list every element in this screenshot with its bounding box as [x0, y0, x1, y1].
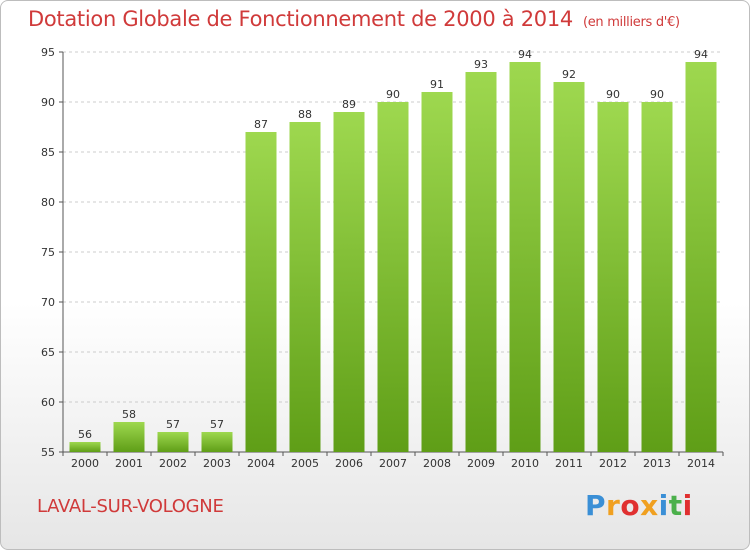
bar-2002	[157, 432, 189, 452]
y-tick-label: 60	[41, 396, 55, 409]
bar-2011	[553, 82, 585, 452]
x-tick-label: 2014	[687, 457, 715, 470]
commune-name: LAVAL-SUR-VOLOGNE	[37, 496, 224, 517]
x-tick-label: 2004	[247, 457, 275, 470]
y-tick-label: 65	[41, 346, 55, 359]
chart-title: Dotation Globale de Fonctionnement de 20…	[28, 7, 680, 31]
bar-2001	[113, 422, 145, 452]
bar-2007	[377, 102, 409, 452]
data-label-2003: 57	[210, 418, 224, 431]
data-label-2010: 94	[518, 48, 532, 61]
x-tick-label: 2009	[467, 457, 495, 470]
data-label-2001: 58	[122, 408, 136, 421]
x-tick-label: 2011	[555, 457, 583, 470]
x-tick-label: 2007	[379, 457, 407, 470]
y-tick-label: 90	[41, 96, 55, 109]
x-tick-label: 2013	[643, 457, 671, 470]
bar-2000	[69, 442, 101, 452]
data-label-2012: 90	[606, 88, 620, 101]
proxiti-logo[interactable]: Proxiti	[585, 489, 693, 522]
x-tick-label: 2012	[599, 457, 627, 470]
y-tick-label: 55	[41, 446, 55, 459]
data-label-2004: 87	[254, 118, 268, 131]
x-tick-label: 2003	[203, 457, 231, 470]
x-tick-label: 2006	[335, 457, 363, 470]
x-tick-label: 2010	[511, 457, 539, 470]
bar-2010	[509, 62, 541, 452]
data-label-2014: 94	[694, 48, 708, 61]
logo-letter: i	[658, 489, 669, 522]
bars	[69, 62, 717, 452]
logo-letter: t	[668, 489, 683, 522]
logo-letter: i	[682, 489, 693, 522]
x-tick-label: 2000	[71, 457, 99, 470]
logo-letter: P	[585, 489, 607, 522]
labels: 2000 56 2001 58 2002 57 2003 57 2004 87 2005 88 2006…	[71, 48, 715, 470]
y-tick-label: 80	[41, 196, 55, 209]
bar-2006	[333, 112, 365, 452]
data-label-2000: 56	[78, 428, 92, 441]
data-label-2006: 89	[342, 98, 356, 111]
x-tick-label: 2008	[423, 457, 451, 470]
data-label-2011: 92	[562, 68, 576, 81]
x-tick-label: 2002	[159, 457, 187, 470]
axes: 55 60 65 70 75 80 85 90 95	[41, 46, 724, 459]
y-tick-label: 70	[41, 296, 55, 309]
data-label-2009: 93	[474, 58, 488, 71]
logo-letter: o	[620, 489, 641, 522]
bar-2009	[465, 72, 497, 452]
logo-letter: x	[640, 489, 659, 522]
data-label-2002: 57	[166, 418, 180, 431]
bar-2003	[201, 432, 233, 452]
chart-subtitle: (en milliers d'€)	[582, 15, 680, 30]
x-tick-label: 2005	[291, 457, 319, 470]
logo-letter: r	[606, 489, 621, 522]
bar-2004	[245, 132, 277, 452]
x-tick-label: 2001	[115, 457, 143, 470]
bar-2008	[421, 92, 453, 452]
bar-2012	[597, 102, 629, 452]
data-label-2007: 90	[386, 88, 400, 101]
data-label-2013: 90	[650, 88, 664, 101]
data-label-2008: 91	[430, 78, 444, 91]
bar-2014	[685, 62, 717, 452]
chart-title-text: Dotation Globale de Fonctionnement de 20…	[28, 7, 573, 31]
bar-2005	[289, 122, 321, 452]
y-tick-label: 95	[41, 46, 55, 59]
y-tick-label: 75	[41, 246, 55, 259]
y-tick-label: 85	[41, 146, 55, 159]
bar-2013	[641, 102, 673, 452]
data-label-2005: 88	[298, 108, 312, 121]
